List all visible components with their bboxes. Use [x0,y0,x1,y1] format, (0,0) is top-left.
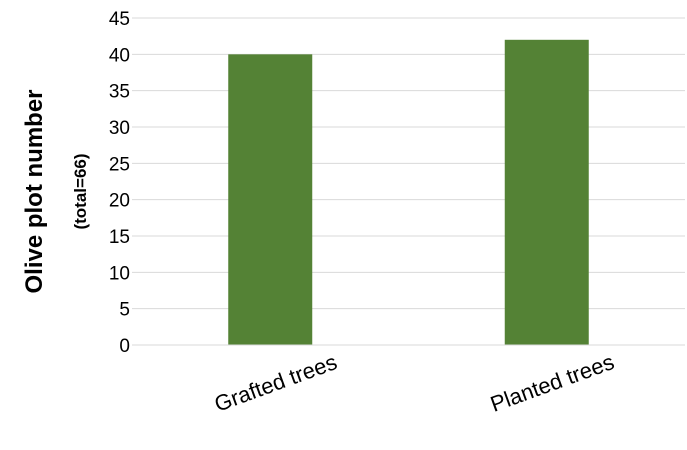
x-category-label: Planted trees [487,349,617,417]
y-axis-label: Olive plot number [21,89,48,293]
y-tick-label: 25 [109,154,130,175]
y-tick-label: 5 [119,300,130,321]
y-axis-sublabel: (total=66) [71,153,90,229]
y-axis-ticks: 0 5 10 15 20 25 30 35 40 45 [109,9,130,357]
bar-grafted-trees [228,54,313,345]
x-axis-categories: Grafted trees Planted trees [211,349,617,417]
bar-planted-trees [504,39,589,346]
y-tick-label: 35 [109,82,130,103]
y-tick-label: 0 [119,336,130,357]
x-category-label: Grafted trees [211,349,340,416]
y-tick-label: 10 [109,263,130,284]
y-tick-label: 30 [109,118,130,139]
y-tick-label: 40 [109,45,130,66]
y-tick-label: 45 [109,9,130,30]
bars [228,39,589,346]
y-tick-label: 15 [109,227,130,248]
gridlines [132,17,685,310]
y-tick-label: 20 [109,191,130,212]
